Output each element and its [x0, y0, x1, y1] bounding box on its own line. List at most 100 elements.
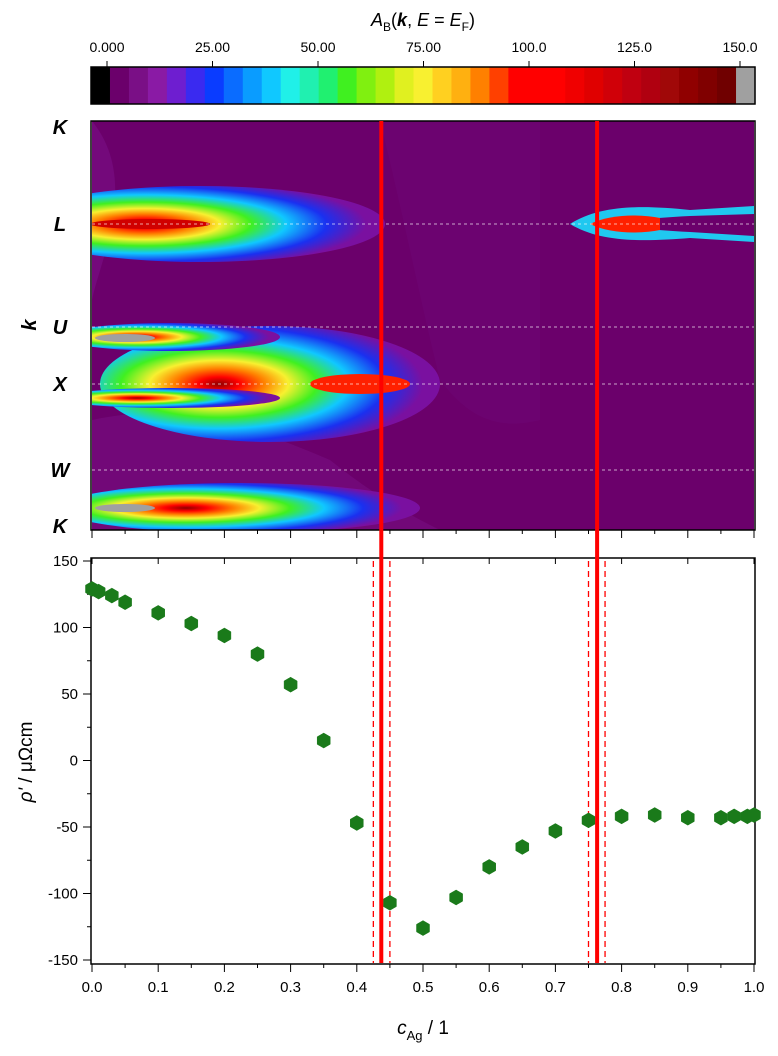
scatter-x-tick-label: 0.6 — [479, 979, 500, 996]
data-point — [482, 859, 496, 875]
data-point — [681, 809, 695, 826]
colorbar-cell — [109, 67, 130, 104]
colorbar-cell — [394, 67, 415, 104]
scatter-y-tick-label: -50 — [56, 819, 78, 836]
hotspot-X-lower — [92, 388, 280, 408]
scatter-x-tick-label: 0.9 — [677, 979, 698, 996]
colorbar-cell — [147, 67, 168, 104]
scatter-x-tick-label: 1.0 — [744, 979, 765, 996]
scatter-y-tick-label: 100 — [53, 620, 78, 637]
hotspot-X-core — [310, 374, 410, 394]
data-point — [151, 605, 165, 621]
colorbar-cell — [679, 67, 699, 104]
hotspot-U-core — [95, 334, 155, 342]
heatmap-y-tick-label: K — [53, 117, 69, 139]
colorbar-cell — [337, 67, 358, 104]
colorbar-tick-label: 75.00 — [406, 39, 441, 55]
data-point — [91, 583, 106, 600]
scatter-x-tick-label: 0.7 — [545, 979, 566, 996]
colorbar-cell — [622, 67, 642, 104]
colorbar-cell — [432, 67, 453, 104]
colorbar-tick-label: 0.000 — [89, 39, 124, 55]
colorbar-tick-label: 100.0 — [511, 39, 546, 55]
data-point — [647, 807, 662, 823]
data-point — [250, 646, 265, 662]
colorbar-cell — [641, 67, 661, 104]
scatter-y-tick-label: -150 — [48, 952, 78, 969]
colorbar-cell — [451, 67, 472, 104]
colorbar-cell — [489, 67, 509, 104]
heatmap-y-tick-label: L — [54, 214, 66, 236]
colorbar-tick-label: 50.00 — [300, 39, 335, 55]
scatter-y-tick-label: 50 — [61, 686, 78, 703]
kpoint-guides — [92, 223, 754, 471]
colorbar-cell — [565, 67, 585, 104]
colorbar-cell — [185, 67, 206, 104]
colorbar-cell — [413, 67, 434, 104]
scatter-x-tick-label: 0.4 — [346, 979, 367, 996]
colorbar-cell — [584, 67, 604, 104]
heatmap-y-tick-label: W — [51, 460, 72, 482]
colorbar-cell — [166, 67, 187, 104]
colorbar-cell — [736, 67, 756, 104]
colorbar-cell — [546, 67, 566, 104]
scatter-x-tick-label: 0.2 — [214, 979, 235, 996]
scatter-y-tick-label: -100 — [48, 886, 78, 903]
heatmap-y-label: k — [19, 319, 41, 331]
data-point — [118, 594, 132, 611]
colorbar-cell — [91, 67, 111, 104]
hotspot-X — [100, 326, 440, 442]
colorbar-cell — [660, 67, 680, 104]
colorbar-tick-label: 125.0 — [617, 39, 652, 55]
heatmap-y-tick-label: U — [53, 317, 68, 339]
colorbar-cell — [356, 67, 377, 104]
colorbar: AB(k, E = EF) 0.000 25.00 50.00 75.00 100.0 1… — [89, 10, 758, 105]
data-point — [548, 823, 563, 839]
colorbar-cell — [375, 67, 396, 104]
heatmap-x-ticks — [91, 530, 755, 538]
colorbar-cell — [318, 67, 339, 104]
colorbar-label: AB(k, E = EF) — [370, 10, 475, 34]
data-point — [614, 808, 629, 825]
scatter-x-tick-label: 0.8 — [611, 979, 632, 996]
colorbar-cell — [204, 67, 225, 104]
colorbar-cell — [128, 67, 149, 104]
data-point — [747, 807, 761, 823]
colorbar-cell — [527, 67, 547, 104]
contour-band — [380, 121, 540, 424]
data-point — [449, 889, 463, 906]
colorbar-cell — [603, 67, 623, 104]
heatmap-y-ticks: K L U X W K — [51, 117, 72, 538]
data-point — [350, 815, 364, 831]
scatter-x-label: cAg / 1 — [397, 1018, 449, 1043]
scatter-points — [85, 581, 761, 936]
scatter-x-ticks: 0.0 0.1 0.2 0.3 0.4 0.5 0.6 0.7 0.8 0.9 1.0 — [82, 558, 765, 996]
colorbar-cell — [223, 67, 244, 104]
colorbar-cell — [698, 67, 718, 104]
data-point — [416, 920, 430, 936]
data-point — [515, 839, 530, 855]
colorbar-cell — [717, 67, 737, 104]
hotspot-K-core — [95, 504, 155, 512]
scatter-x-tick-label: 0.3 — [280, 979, 301, 996]
hotspot-U — [92, 323, 280, 351]
scatter-x-tick-label: 0.1 — [148, 979, 169, 996]
data-point — [581, 812, 596, 829]
data-point — [316, 732, 331, 749]
colorbar-ticks: 0.000 25.00 50.00 75.00 100.0 125.0 150.0 — [89, 39, 758, 67]
data-point — [383, 895, 397, 911]
heatmap-panel: K L U X W K k — [19, 117, 756, 538]
transition-lines — [379, 121, 600, 963]
colorbar-cell — [299, 67, 320, 104]
colorbar-cell — [261, 67, 282, 104]
colorbar-cell — [280, 67, 301, 104]
colorbar-tick-label: 25.00 — [195, 39, 230, 55]
data-point — [184, 615, 199, 632]
heatmap-content — [92, 121, 754, 530]
data-point — [217, 627, 232, 644]
scatter-y-label: ρ' / μΩcm — [16, 722, 37, 804]
colorbar-cell — [242, 67, 263, 104]
data-point — [283, 676, 298, 693]
